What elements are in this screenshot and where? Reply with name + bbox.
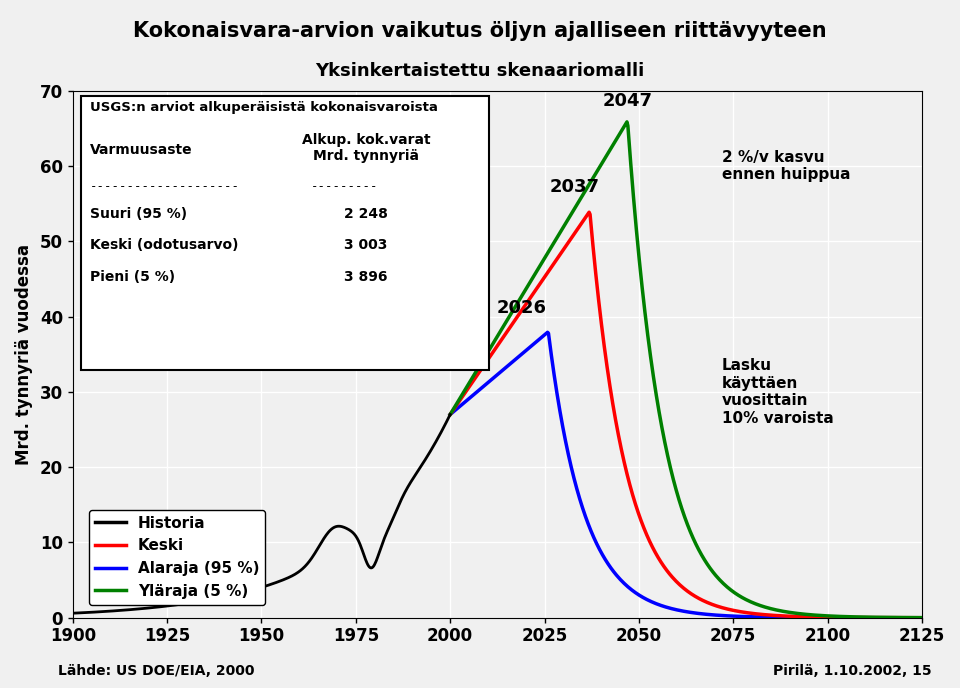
Text: 2047: 2047 [603,92,653,109]
Text: Pirilä, 1.10.2002, 15: Pirilä, 1.10.2002, 15 [773,664,931,678]
FancyBboxPatch shape [82,96,489,370]
Text: ---------: --------- [310,180,378,193]
Text: Kokonaisvara-arvion vaikutus öljyn ajalliseen riittävyyteen: Kokonaisvara-arvion vaikutus öljyn ajall… [133,21,827,41]
Text: Varmuusaste: Varmuusaste [90,144,192,158]
Y-axis label: Mrd. tynnyriä vuodessa: Mrd. tynnyriä vuodessa [15,244,33,465]
Text: 2 248: 2 248 [345,206,389,221]
Text: Yksinkertaistettu skenaariomalli: Yksinkertaistettu skenaariomalli [316,62,644,80]
Text: --------------------: -------------------- [90,180,240,193]
Text: Lähde: US DOE/EIA, 2000: Lähde: US DOE/EIA, 2000 [58,664,254,678]
Text: Lasku
käyttäen
vuosittain
10% varoista: Lasku käyttäen vuosittain 10% varoista [722,358,833,425]
Text: 3 896: 3 896 [345,270,388,284]
Text: USGS:n arviot alkuperäisistä kokonaisvaroista: USGS:n arviot alkuperäisistä kokonaisvar… [90,101,438,114]
Text: Alkup. kok.varat
Mrd. tynnyriä: Alkup. kok.varat Mrd. tynnyriä [302,133,431,163]
Text: Keski (odotusarvo): Keski (odotusarvo) [90,238,238,252]
Text: 2 %/v kasvu
ennen huippua: 2 %/v kasvu ennen huippua [722,150,851,182]
Text: 3 003: 3 003 [345,238,388,252]
Text: Suuri (95 %): Suuri (95 %) [90,206,187,221]
Text: 2037: 2037 [550,178,600,196]
Legend: Historia, Keski, Alaraja (95 %), Yläraja (5 %): Historia, Keski, Alaraja (95 %), Yläraja… [89,510,265,605]
Text: 2026: 2026 [497,299,547,316]
Text: Pieni (5 %): Pieni (5 %) [90,270,175,284]
